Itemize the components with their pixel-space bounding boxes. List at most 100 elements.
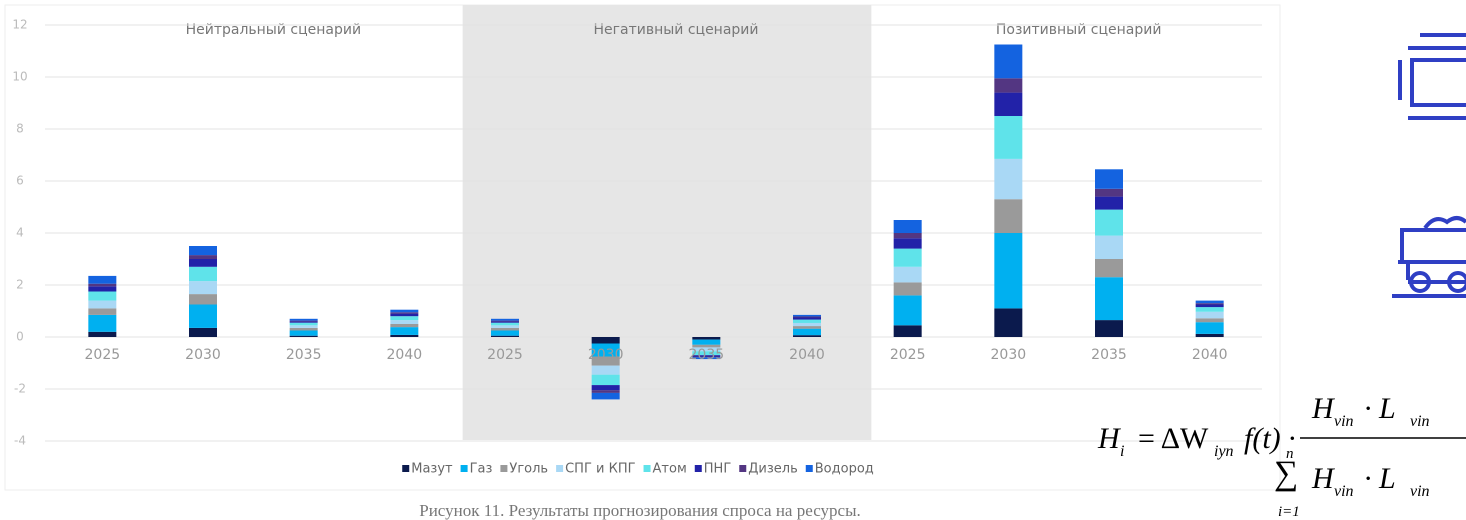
coal-wagon-icon [1392,216,1466,298]
bar-segment [1095,196,1123,210]
formula-part: H [1311,462,1336,495]
x-tick-label: 2040 [1192,347,1228,363]
bar-segment [189,246,217,256]
bar-segment [591,385,620,391]
legend: Мазут Газ Уголь СПГ и КПГ Атом ПНГ Дизель Водор… [402,462,874,477]
bar-segment [88,275,117,284]
bar-segment [1195,322,1224,334]
legend-swatch [402,465,410,472]
bar-segment [893,266,922,283]
x-tick-label: 2030 [991,347,1027,363]
bar-segment [692,347,721,352]
bar-segment [893,233,922,239]
legend-label: Газ [470,462,493,477]
bar-segment [692,339,721,345]
bar-segment [1095,209,1123,236]
bar-segment [692,344,721,348]
bar-segment [1195,311,1224,319]
bar-segment [390,309,419,313]
bar-segment [994,233,1023,309]
x-tick-label: 2040 [789,347,825,363]
bar-segment [1095,188,1123,197]
bar-segment [390,313,419,317]
bar-segment [289,325,318,328]
bar-segment [289,330,318,336]
bar-segment [893,220,922,233]
formula-part: H [1097,422,1122,455]
bar-segment [491,322,519,326]
bar-segment [591,374,620,386]
bar-segment [893,238,922,249]
formula-part: vin [1410,483,1430,500]
bar-segment [994,44,1023,79]
bar-segment [591,390,620,393]
bar-segment [289,322,318,326]
bar-segment [491,335,519,337]
bar-segment [491,321,519,323]
x-tick-label: 2035 [1091,347,1127,363]
bar-segment [189,294,217,305]
bar-segment [289,335,318,337]
bar-segment [793,316,821,318]
bar-segment [692,357,721,360]
formula-part: f(t) · [1244,422,1296,455]
bar-segment [1095,169,1123,189]
formula-part: i [1120,443,1124,460]
legend-label: Водород [815,462,874,477]
legend-swatch [500,465,508,472]
x-tick-label: 2030 [185,347,221,363]
bar-segment [692,355,721,357]
legend-label: ПНГ [704,462,732,477]
scenario-label: Позитивный сценарий [996,22,1162,38]
bar-segment [793,314,821,317]
bar-segment [1095,320,1123,337]
x-tick-label: 2025 [487,347,523,363]
shading [462,5,872,440]
bar-segment [289,321,318,323]
bar-segment [289,327,318,331]
bar-segment [793,326,821,329]
formula-part: vin [1334,483,1354,500]
x-tick-label: 2035 [689,347,725,363]
formula-part: H [1311,392,1336,425]
formula-part: n [1286,446,1294,462]
bar-segment [491,330,519,336]
bar-segment [1195,303,1224,305]
bar-segment [994,92,1023,116]
bar-segment [1095,235,1123,259]
bar-segment [88,283,117,287]
formula-part: = ΔW [1138,422,1209,455]
bar-segment [1195,333,1224,337]
bar-segment [289,320,318,322]
scenario-label: Негативный сценарий [594,22,759,38]
legend-swatch [805,465,813,472]
x-tick-label: 2040 [387,347,423,363]
legend-label: Дизель [748,462,798,477]
bar-segment [390,334,419,337]
bar-segment [591,343,620,357]
x-tick-label: 2035 [286,347,322,363]
formula-part: · L [1364,462,1396,495]
bar-segment [390,324,419,328]
legend-label: Мазут [411,462,453,477]
bar-segment [88,300,117,309]
bar-segment [793,319,821,323]
bar-segment [88,308,117,315]
formula-part: vin [1334,413,1354,430]
bar-segment [1195,300,1224,304]
scenario-label: Нейтральный сценарий [186,22,361,38]
y-tick-label: -4 [14,434,26,448]
legend-swatch [694,465,702,472]
bar-segment [692,351,721,356]
bar-segment [491,325,519,328]
y-tick-label: 0 [16,330,24,344]
bar-segment [1195,304,1224,308]
legend-swatch [739,465,747,472]
formula-part: vin [1410,413,1430,430]
bar-segment [1095,259,1123,278]
legend-swatch [556,465,564,472]
y-tick-label: -2 [14,382,26,396]
bar-segment [189,304,217,328]
tank-icon [1398,33,1466,120]
